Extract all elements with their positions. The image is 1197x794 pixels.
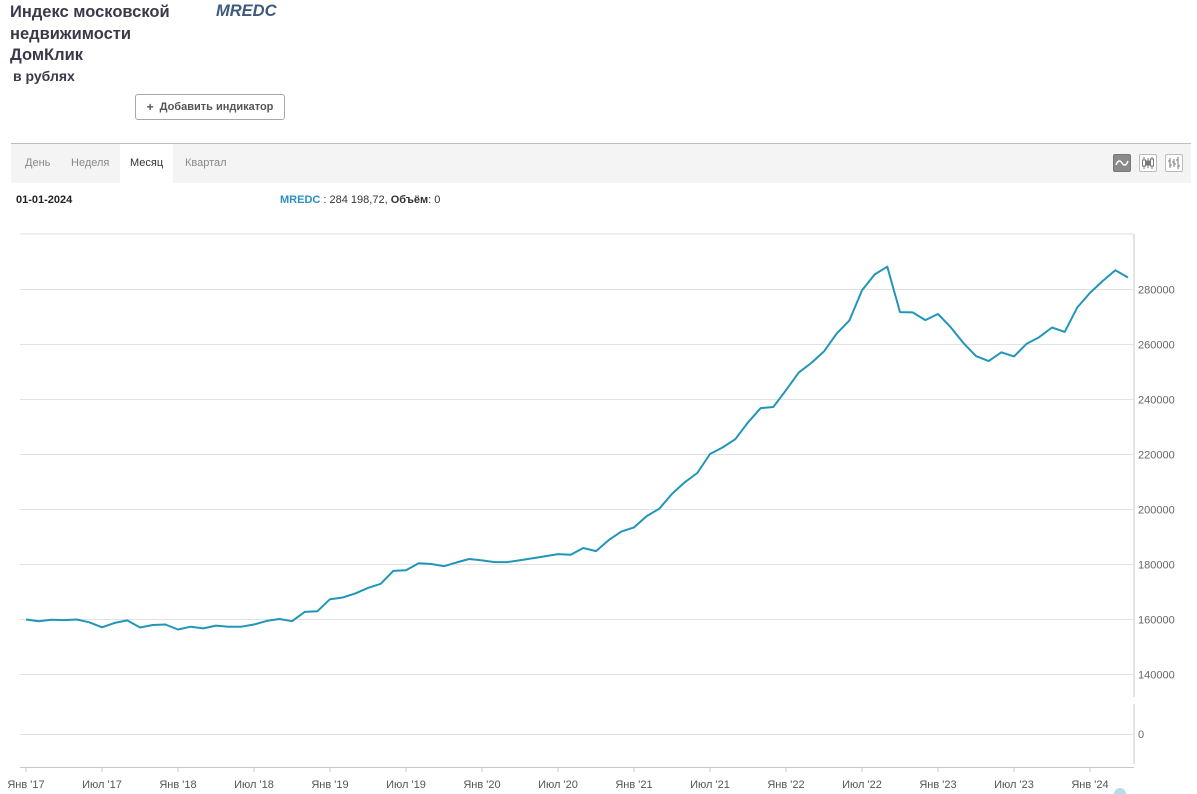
series-line-mredc (25, 265, 1129, 631)
x-tick-label: Июл '18 (234, 779, 274, 791)
x-tick-label: Июл '19 (386, 779, 426, 791)
candlestick-icon[interactable] (1139, 154, 1157, 172)
tab-week[interactable]: Неделя (71, 157, 110, 169)
y-tick-label: 180000 (1138, 560, 1175, 572)
x-tick-label: Июл '22 (842, 779, 882, 791)
tab-day[interactable]: День (25, 157, 51, 169)
ticker-symbol: MREDC (216, 2, 277, 20)
chart-type-switcher (1113, 154, 1183, 172)
ohlc-bars-icon[interactable] (1165, 154, 1183, 172)
x-tick-label: Янв '20 (463, 779, 500, 791)
x-tick-label: Янв '24 (1071, 779, 1108, 791)
x-tick-label: Янв '19 (311, 779, 348, 791)
tab-quarter[interactable]: Квартал (185, 157, 227, 169)
plus-icon: + (146, 100, 154, 114)
add-indicator-button[interactable]: + Добавить индикатор (135, 94, 285, 120)
period-tabbar: День Неделя Месяц Квартал (11, 143, 1191, 183)
y-tick-label: 240000 (1138, 395, 1175, 407)
y-tick-label: 280000 (1138, 285, 1175, 297)
readout-volume-value: : 0 (428, 194, 441, 206)
x-tick-label: Янв '23 (919, 779, 956, 791)
x-tick-label: Июл '20 (538, 779, 578, 791)
y-tick-label: 160000 (1138, 615, 1175, 627)
chart-title-line-2: недвижимости (10, 24, 131, 43)
readout-symbol: MREDC (280, 194, 321, 206)
readout-volume-label: Объём (390, 194, 429, 206)
crosshair-readout: MREDC : 284 198,72, Объём: 0 (280, 194, 440, 206)
chart-subtitle: в рублях (13, 67, 75, 84)
add-indicator-label: Добавить индикатор (159, 101, 274, 113)
chart-title-block: Индекс московской недвижимости ДомКлик в… (10, 2, 210, 84)
x-tick-label: Янв '17 (7, 779, 44, 791)
crosshair-date: 01-01-2024 (16, 194, 73, 206)
chart-title-line-1: Индекс московской (10, 3, 170, 21)
x-tick-label: Июл '23 (994, 779, 1034, 791)
line-chart-icon[interactable] (1113, 154, 1131, 172)
readout-value: : 284 198,72, (320, 194, 391, 206)
x-tick-label: Июл '17 (82, 779, 122, 791)
volume-tick-label: 0 (1138, 729, 1144, 741)
y-tick-label: 260000 (1138, 340, 1175, 352)
chart-title-line-3: ДомКлик (10, 46, 83, 64)
x-tick-label: Янв '22 (767, 779, 804, 791)
tab-month[interactable]: Месяц (120, 144, 174, 183)
scroll-handle (1114, 788, 1126, 794)
y-tick-label: 220000 (1138, 450, 1175, 462)
x-tick-label: Июл '21 (690, 779, 730, 791)
x-tick-label: Янв '21 (615, 779, 652, 791)
y-tick-label: 140000 (1138, 670, 1175, 682)
y-tick-label: 200000 (1138, 505, 1175, 517)
x-tick-label: Янв '18 (159, 779, 196, 791)
